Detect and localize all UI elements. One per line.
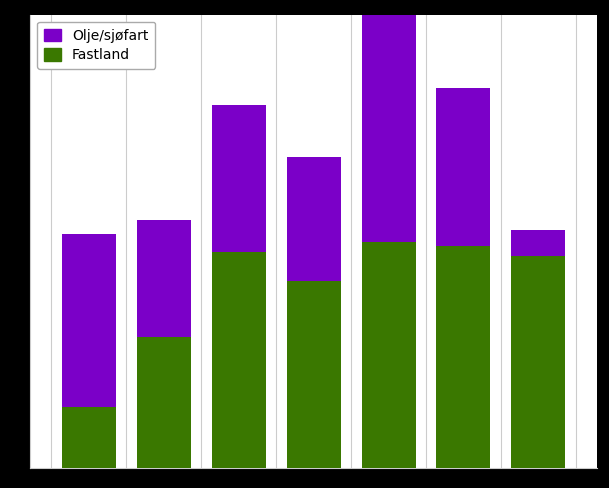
Bar (437, 246, 490, 468)
Bar (512, 256, 565, 468)
Legend: Olje/sjøfart, Fastland: Olje/sjøfart, Fastland (37, 21, 155, 69)
Bar (362, 242, 415, 468)
Bar (212, 105, 266, 252)
Bar (62, 234, 116, 407)
Bar (137, 220, 191, 337)
Bar (512, 230, 565, 256)
Bar (287, 281, 340, 468)
Bar (362, 0, 415, 242)
Bar (62, 407, 116, 468)
Bar (212, 252, 266, 468)
Bar (287, 157, 340, 281)
Bar (137, 337, 191, 468)
Bar (437, 88, 490, 246)
